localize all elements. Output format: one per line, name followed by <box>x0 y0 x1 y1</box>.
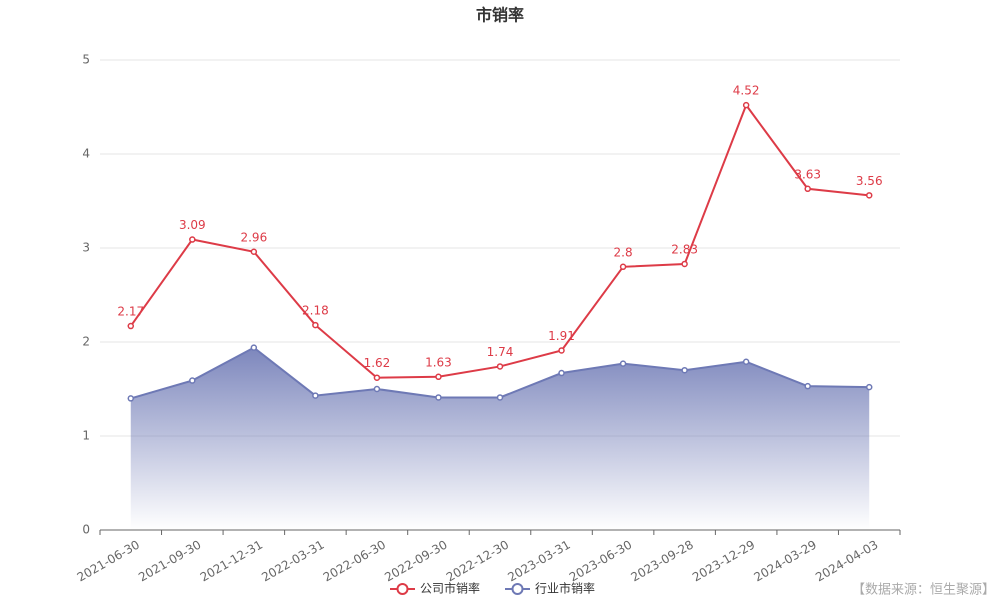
x-tick-label: 2022-06-30 <box>321 538 388 585</box>
point <box>681 260 688 268</box>
point <box>865 192 873 199</box>
x-tick-label: 2022-09-30 <box>382 538 449 585</box>
legend-item[interactable]: 行业市销率 <box>505 581 595 596</box>
chart-title: 市销率 <box>476 6 524 25</box>
area <box>130 347 870 530</box>
point <box>496 363 504 370</box>
point <box>127 322 135 330</box>
x-tick-label: 2023-09-28 <box>628 538 695 585</box>
data-label: 3.56 <box>856 174 883 188</box>
data-label: 2.17 <box>117 305 144 319</box>
point <box>373 374 381 381</box>
y-tick-label: 1 <box>82 429 90 443</box>
point <box>742 358 750 365</box>
legend-symbol <box>511 583 524 595</box>
data-label: 2.8 <box>614 245 633 259</box>
point <box>312 321 319 329</box>
point <box>312 392 319 399</box>
x-tick-label: 2024-03-29 <box>752 538 819 585</box>
x-tick-label: 2023-06-30 <box>567 538 634 585</box>
x-tick-label: 2023-03-31 <box>505 538 572 585</box>
point <box>250 344 258 351</box>
y-tick-label: 4 <box>82 147 90 161</box>
y-tick-label: 2 <box>82 335 90 349</box>
x-tick-label: 2022-12-30 <box>444 538 511 585</box>
point <box>558 369 565 377</box>
point <box>373 385 381 393</box>
point <box>742 101 750 109</box>
point <box>619 360 627 367</box>
data-label: 3.63 <box>794 167 821 181</box>
x-tick-label: 2021-06-30 <box>75 538 142 585</box>
legend-label: 公司市销率 <box>420 581 480 596</box>
point <box>865 383 873 391</box>
data-label: 1.63 <box>425 355 452 369</box>
y-tick-label: 3 <box>82 241 90 255</box>
data-label: 1.62 <box>364 356 391 370</box>
point <box>435 373 442 381</box>
point <box>127 395 135 402</box>
y-tick-label: 0 <box>82 523 90 537</box>
source-note: 【数据来源：恒生聚源】 <box>852 583 995 598</box>
point <box>804 185 811 193</box>
data-label: 1.74 <box>487 345 514 359</box>
x-tick-label: 2024-04-03 <box>813 538 880 585</box>
x-tick-label: 2023-12-29 <box>690 538 757 585</box>
point <box>189 377 196 384</box>
legend-symbol <box>396 583 409 595</box>
legend-item[interactable]: 公司市销率 <box>390 581 480 596</box>
point <box>619 263 627 271</box>
point <box>496 394 504 401</box>
data-label: 2.96 <box>240 230 267 244</box>
data-label: 2.18 <box>302 304 329 318</box>
point <box>250 248 258 256</box>
point <box>558 347 565 354</box>
point <box>681 366 688 374</box>
point <box>804 382 811 390</box>
x-tick-label: 2021-09-30 <box>136 538 203 585</box>
data-label: 1.91 <box>548 329 575 343</box>
x-tick-label: 2022-03-31 <box>259 538 326 585</box>
x-tick-label: 2021-12-31 <box>198 538 265 585</box>
data-label: 4.52 <box>733 84 760 98</box>
data-label: 3.09 <box>179 218 206 232</box>
y-tick-label: 5 <box>82 53 90 67</box>
data-label: 2.83 <box>671 242 698 256</box>
legend-label: 行业市销率 <box>535 581 595 596</box>
point <box>189 236 196 243</box>
point <box>435 394 442 401</box>
